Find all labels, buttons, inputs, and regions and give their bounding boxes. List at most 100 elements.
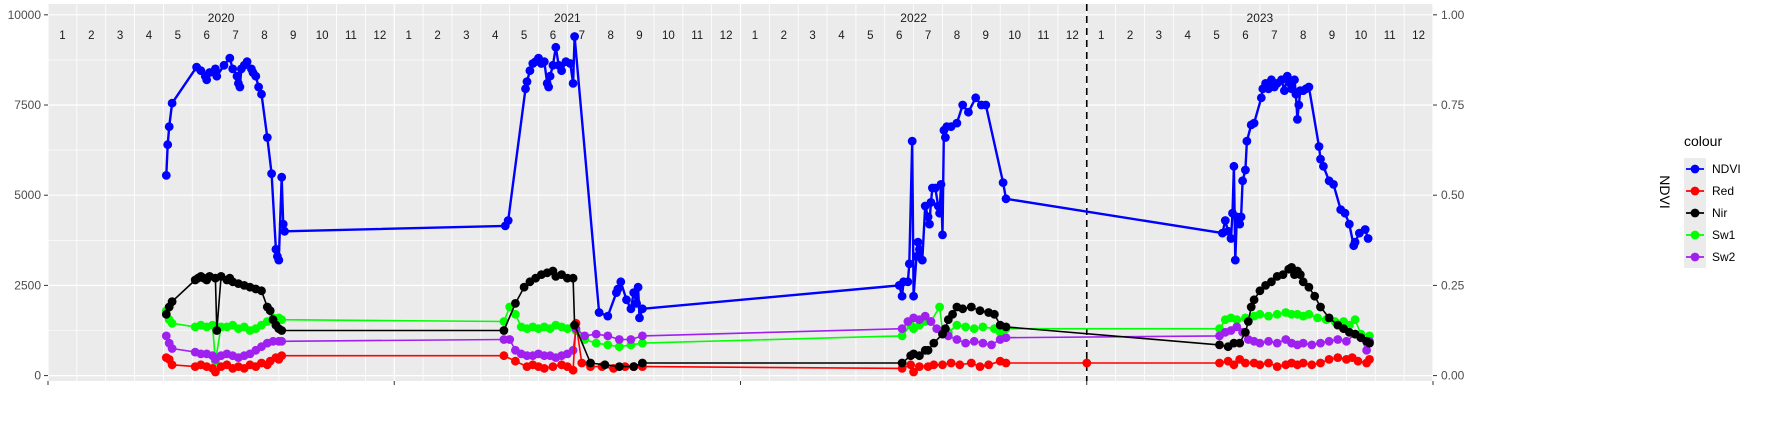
data-point bbox=[926, 198, 936, 207]
data-point bbox=[1272, 338, 1282, 348]
data-point bbox=[897, 331, 907, 341]
data-point bbox=[274, 255, 284, 265]
month-label: 6 bbox=[1242, 30, 1248, 42]
data-point bbox=[163, 140, 173, 150]
data-point bbox=[1082, 358, 1092, 368]
legend-label: Sw1 bbox=[1712, 228, 1736, 242]
data-point bbox=[1304, 282, 1314, 292]
data-point bbox=[1230, 255, 1240, 265]
month-label: 5 bbox=[175, 30, 181, 42]
month-label: 3 bbox=[463, 30, 469, 42]
year-label: 2022 bbox=[900, 11, 927, 25]
data-point bbox=[915, 351, 924, 361]
data-point bbox=[978, 322, 988, 332]
data-point bbox=[1350, 237, 1360, 247]
month-label: 9 bbox=[290, 30, 296, 42]
data-point bbox=[981, 100, 991, 110]
month-label: 8 bbox=[261, 30, 267, 42]
month-label: 10 bbox=[1008, 30, 1021, 42]
month-label: 7 bbox=[925, 30, 931, 42]
data-point bbox=[1340, 208, 1350, 218]
data-point bbox=[938, 230, 947, 240]
data-point bbox=[984, 360, 993, 370]
data-point bbox=[167, 318, 177, 328]
data-point bbox=[591, 329, 601, 339]
month-label: 4 bbox=[838, 30, 845, 42]
data-point bbox=[936, 180, 946, 189]
y2-tick-label: 0.25 bbox=[1441, 278, 1465, 292]
data-point bbox=[915, 362, 924, 371]
month-label: 2 bbox=[781, 30, 787, 42]
data-point bbox=[987, 340, 996, 350]
data-point bbox=[1319, 161, 1328, 171]
data-point bbox=[167, 98, 177, 108]
data-point bbox=[971, 93, 981, 103]
x-axis bbox=[47, 381, 1434, 385]
data-point bbox=[568, 79, 578, 88]
month-label: 3 bbox=[809, 30, 815, 42]
data-point bbox=[235, 82, 245, 92]
data-point bbox=[267, 169, 276, 179]
data-point bbox=[1342, 336, 1351, 346]
data-point bbox=[511, 356, 520, 366]
data-point bbox=[961, 338, 970, 348]
data-point bbox=[262, 133, 272, 142]
data-point bbox=[941, 324, 950, 334]
data-point bbox=[1232, 315, 1242, 325]
month-label: 10 bbox=[662, 30, 675, 42]
data-point bbox=[1304, 309, 1314, 319]
data-point bbox=[935, 208, 944, 218]
data-point bbox=[164, 122, 174, 132]
data-point bbox=[277, 326, 287, 335]
data-point bbox=[161, 331, 171, 341]
data-point bbox=[958, 100, 968, 110]
y2-tick-label: 0.75 bbox=[1441, 98, 1465, 112]
data-point bbox=[1246, 302, 1256, 312]
data-point bbox=[1249, 295, 1259, 305]
data-point bbox=[594, 308, 604, 317]
data-point bbox=[897, 291, 907, 301]
data-point bbox=[1324, 355, 1334, 364]
data-point bbox=[603, 331, 613, 341]
data-point bbox=[1313, 313, 1322, 323]
data-point bbox=[1255, 309, 1265, 319]
data-point bbox=[935, 302, 944, 312]
y2-tick-label: 1.00 bbox=[1441, 8, 1465, 22]
data-point bbox=[603, 340, 613, 350]
month-label: 1 bbox=[405, 30, 411, 42]
year-label: 2023 bbox=[1247, 11, 1274, 25]
data-point bbox=[923, 212, 933, 222]
data-point bbox=[521, 84, 530, 94]
legend-label: Red bbox=[1712, 184, 1734, 198]
data-point bbox=[211, 367, 220, 377]
month-label: 6 bbox=[550, 30, 556, 42]
data-point bbox=[897, 358, 907, 368]
data-point bbox=[966, 358, 976, 368]
data-point bbox=[257, 286, 266, 296]
data-point bbox=[1298, 358, 1308, 368]
data-point bbox=[1316, 302, 1325, 312]
month-label: 1 bbox=[1098, 30, 1104, 42]
month-label: 5 bbox=[521, 30, 527, 42]
data-point bbox=[1365, 355, 1374, 364]
data-point bbox=[280, 226, 289, 236]
data-point bbox=[161, 309, 171, 319]
data-point bbox=[539, 57, 549, 67]
data-point bbox=[211, 64, 220, 74]
data-point bbox=[277, 336, 287, 346]
data-point bbox=[1264, 358, 1273, 368]
data-point bbox=[580, 331, 590, 341]
data-point bbox=[1316, 154, 1325, 164]
month-label: 7 bbox=[232, 30, 238, 42]
legend-label: NDVI bbox=[1712, 162, 1741, 176]
data-point bbox=[1293, 115, 1302, 124]
data-point bbox=[1329, 180, 1338, 189]
data-point bbox=[1295, 270, 1305, 279]
data-point bbox=[511, 309, 520, 319]
data-point bbox=[1363, 234, 1373, 243]
data-point bbox=[1249, 118, 1259, 128]
data-point bbox=[1294, 100, 1304, 110]
data-point bbox=[1362, 345, 1371, 355]
data-point bbox=[1223, 226, 1233, 236]
data-point bbox=[570, 320, 579, 330]
